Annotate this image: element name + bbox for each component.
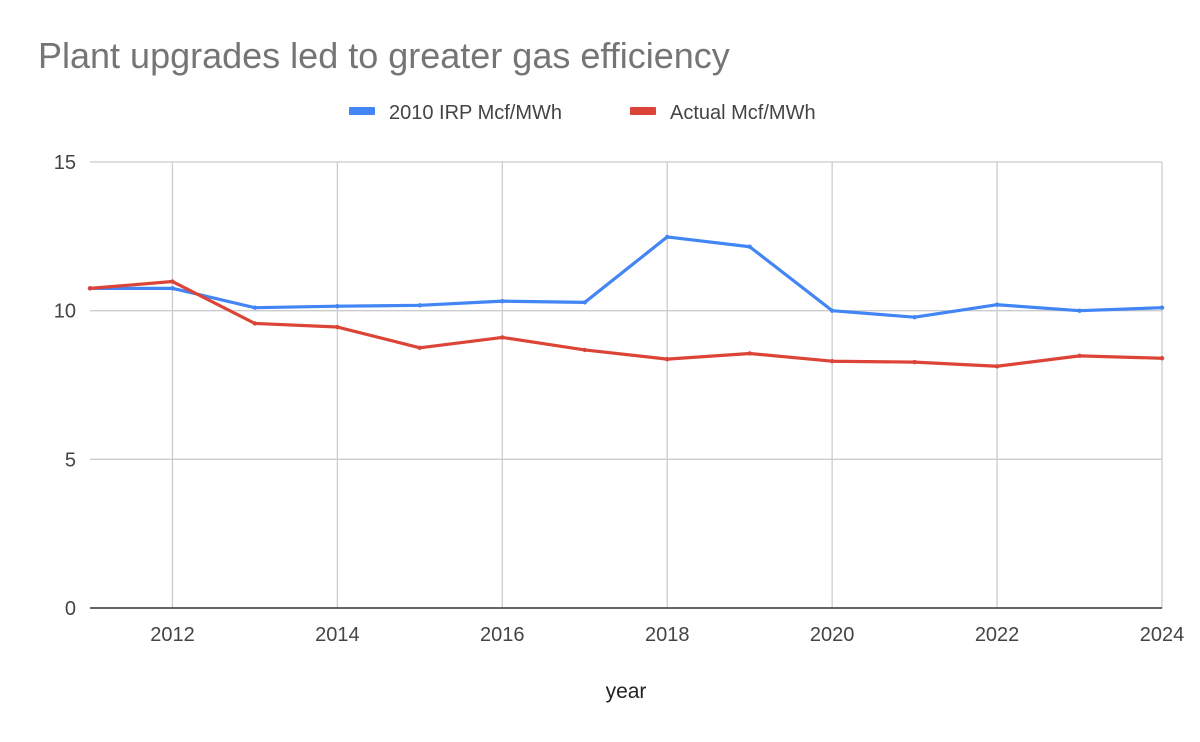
data-point-series-1 xyxy=(994,364,1000,369)
data-point-series-1 xyxy=(665,356,670,362)
data-point-series-0 xyxy=(500,298,505,304)
data-point-series-1 xyxy=(582,347,587,353)
data-point-series-1 xyxy=(1159,356,1165,361)
data-point-series-1 xyxy=(87,286,93,291)
gridlines xyxy=(90,161,1163,609)
legend-label: Actual Mcf/MWh xyxy=(670,102,816,124)
x-tick-label: 2016 xyxy=(480,624,525,646)
legend-swatch xyxy=(630,107,656,115)
data-point-series-0 xyxy=(829,308,835,313)
x-tick-label: 2014 xyxy=(315,624,360,646)
y-tick-label: 15 xyxy=(54,152,76,174)
data-point-series-0 xyxy=(1077,308,1082,313)
x-tick-label: 2022 xyxy=(975,624,1020,646)
data-point-series-0 xyxy=(912,315,917,320)
data-point-series-0 xyxy=(1159,305,1165,310)
data-point-series-0 xyxy=(170,286,175,291)
data-point-series-1 xyxy=(1077,353,1082,359)
data-point-series-1 xyxy=(747,351,752,356)
chart-title: Plant upgrades led to greater gas effici… xyxy=(38,35,730,76)
y-axis-ticks: 0 5 10 15 xyxy=(54,152,76,620)
x-tick-label: 2018 xyxy=(645,624,690,646)
legend: 2010 IRP Mcf/MWh Actual Mcf/MWh xyxy=(349,102,816,124)
data-point-series-1 xyxy=(417,345,423,351)
y-tick-label: 5 xyxy=(65,449,76,471)
data-point-series-0 xyxy=(252,305,258,310)
data-point-series-1 xyxy=(829,359,835,364)
x-axis-ticks: 2012 2014 2016 2018 2020 2022 2024 xyxy=(150,624,1184,646)
series-line-0 xyxy=(88,235,1164,319)
x-axis-title: year xyxy=(606,680,647,703)
data-point-series-1 xyxy=(912,359,917,365)
series-line-1 xyxy=(88,279,1164,368)
data-point-series-0 xyxy=(994,302,1000,307)
y-tick-label: 10 xyxy=(54,301,76,323)
y-tick-label: 0 xyxy=(65,598,76,620)
x-tick-label: 2024 xyxy=(1140,624,1185,646)
data-point-series-1 xyxy=(252,321,258,326)
data-point-series-0 xyxy=(335,304,340,309)
data-point-series-1 xyxy=(500,335,505,340)
x-tick-label: 2020 xyxy=(810,624,855,646)
data-point-series-0 xyxy=(417,303,423,308)
data-point-series-1 xyxy=(335,324,340,330)
data-point-series-1 xyxy=(170,279,175,284)
series-lines xyxy=(87,234,1165,369)
data-point-series-0 xyxy=(582,300,587,305)
data-point-series-0 xyxy=(747,244,752,249)
legend-swatch xyxy=(349,107,375,115)
data-point-series-0 xyxy=(665,234,670,240)
legend-label: 2010 IRP Mcf/MWh xyxy=(389,102,562,124)
x-tick-label: 2012 xyxy=(150,624,195,646)
